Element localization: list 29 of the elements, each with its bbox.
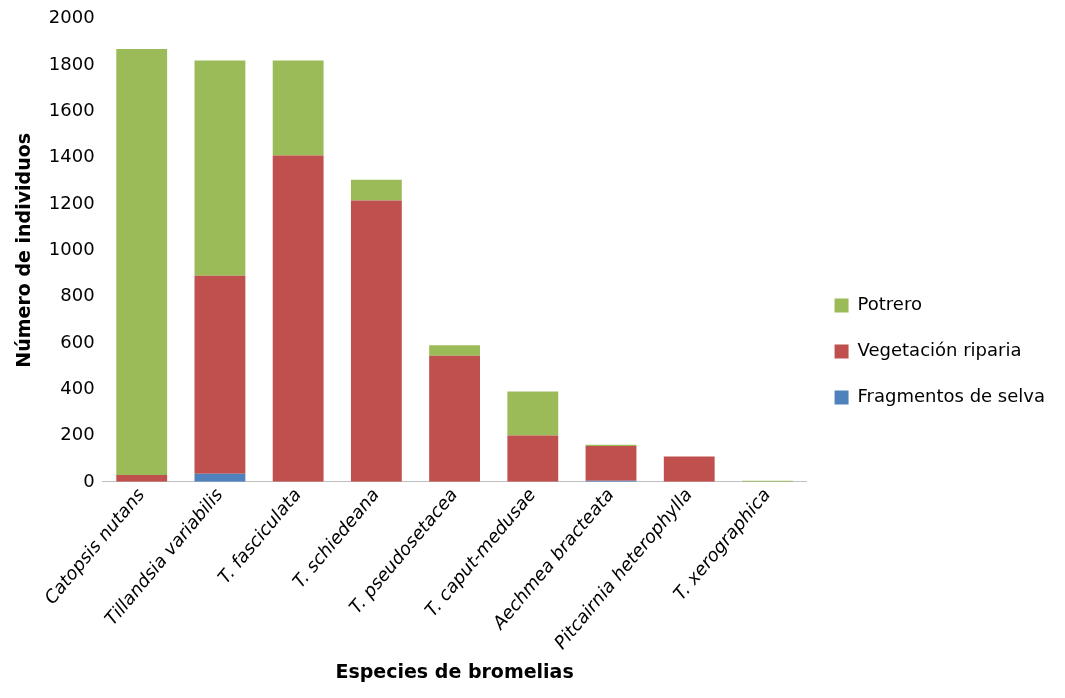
bar (585, 445, 637, 481)
y-tick-label: 1600 (48, 99, 95, 121)
bar (507, 435, 559, 482)
bar (350, 179, 402, 201)
bar (194, 60, 246, 276)
y-tick-label: 2000 (48, 6, 95, 28)
y-tick-label: 200 (60, 423, 95, 445)
y-tick-label: 800 (60, 284, 95, 306)
legend-label: Potrero (857, 293, 922, 315)
bar (272, 155, 324, 482)
bar (429, 345, 480, 356)
bar (429, 355, 480, 482)
y-tick-label: 400 (60, 376, 95, 398)
legend-label: Fragmentos de selva (857, 385, 1046, 407)
bar (663, 456, 715, 482)
y-tick-label: 600 (60, 330, 95, 352)
y-tick-label: 1200 (48, 191, 95, 213)
bar (272, 60, 324, 156)
y-tick-label: 1800 (48, 52, 95, 74)
y-tick-label: 0 (83, 469, 95, 491)
x-axis-title: Especies de bromelias (335, 659, 574, 682)
legend-label: Vegetación riparia (857, 339, 1022, 361)
bar (507, 391, 559, 436)
y-axis-title: Número de individuos (12, 132, 35, 368)
y-tick-label: 1400 (48, 145, 95, 167)
y-tick-label: 1000 (48, 238, 95, 259)
bar (194, 275, 246, 474)
bar (116, 48, 168, 475)
bar (350, 200, 402, 482)
